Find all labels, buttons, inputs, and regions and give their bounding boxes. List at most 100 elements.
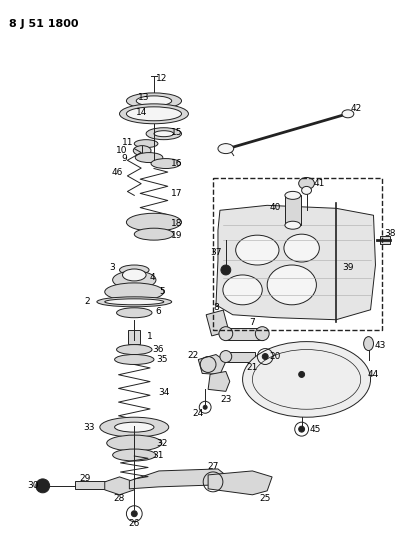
Text: 7: 7 bbox=[250, 318, 255, 327]
Polygon shape bbox=[208, 372, 230, 391]
Ellipse shape bbox=[203, 405, 207, 409]
Ellipse shape bbox=[131, 511, 137, 516]
Ellipse shape bbox=[220, 351, 232, 362]
Polygon shape bbox=[208, 471, 272, 495]
Ellipse shape bbox=[221, 265, 231, 275]
Text: 30: 30 bbox=[27, 481, 39, 490]
Ellipse shape bbox=[135, 152, 163, 163]
Ellipse shape bbox=[123, 269, 146, 281]
Text: 31: 31 bbox=[152, 450, 164, 459]
Text: 26: 26 bbox=[129, 519, 140, 528]
Text: 2: 2 bbox=[84, 297, 90, 306]
Ellipse shape bbox=[127, 107, 181, 121]
Ellipse shape bbox=[136, 96, 172, 106]
Ellipse shape bbox=[113, 449, 156, 461]
Text: 13: 13 bbox=[139, 93, 150, 102]
Ellipse shape bbox=[36, 479, 50, 493]
Text: 27: 27 bbox=[207, 463, 219, 472]
Bar bbox=[75, 481, 110, 489]
Text: 42: 42 bbox=[350, 104, 361, 114]
Ellipse shape bbox=[298, 177, 314, 189]
Ellipse shape bbox=[100, 417, 169, 437]
Ellipse shape bbox=[107, 435, 162, 451]
Text: 44: 44 bbox=[368, 370, 379, 379]
Ellipse shape bbox=[285, 191, 300, 199]
Text: 4: 4 bbox=[149, 273, 155, 282]
Text: 33: 33 bbox=[83, 423, 95, 432]
Ellipse shape bbox=[127, 93, 181, 109]
Ellipse shape bbox=[284, 234, 319, 262]
Text: 28: 28 bbox=[114, 494, 125, 503]
Text: 32: 32 bbox=[156, 439, 168, 448]
Text: 6: 6 bbox=[155, 307, 161, 316]
Bar bbox=[206, 310, 229, 336]
Ellipse shape bbox=[115, 422, 154, 432]
Ellipse shape bbox=[119, 104, 188, 124]
Text: 41: 41 bbox=[314, 179, 325, 188]
Ellipse shape bbox=[134, 140, 158, 148]
Text: 18: 18 bbox=[171, 219, 182, 228]
Ellipse shape bbox=[133, 146, 151, 156]
Ellipse shape bbox=[151, 158, 181, 168]
Ellipse shape bbox=[302, 187, 312, 195]
Text: 34: 34 bbox=[158, 388, 170, 397]
Ellipse shape bbox=[223, 275, 262, 305]
Text: 45: 45 bbox=[310, 425, 321, 434]
Text: 1: 1 bbox=[147, 332, 153, 341]
Text: 23: 23 bbox=[220, 395, 232, 404]
Text: 37: 37 bbox=[210, 247, 222, 256]
Text: 5: 5 bbox=[159, 287, 165, 296]
Bar bbox=[213, 179, 382, 330]
Text: 25: 25 bbox=[259, 494, 271, 503]
Ellipse shape bbox=[262, 353, 268, 360]
Ellipse shape bbox=[242, 342, 371, 417]
Ellipse shape bbox=[97, 297, 172, 307]
Ellipse shape bbox=[134, 228, 174, 240]
Text: 43: 43 bbox=[375, 341, 386, 350]
Polygon shape bbox=[105, 477, 134, 495]
Text: 8 J 51 1800: 8 J 51 1800 bbox=[9, 19, 79, 29]
Ellipse shape bbox=[298, 426, 304, 432]
Ellipse shape bbox=[117, 308, 152, 318]
Ellipse shape bbox=[342, 110, 354, 118]
Text: 20: 20 bbox=[269, 352, 281, 361]
Ellipse shape bbox=[115, 354, 154, 365]
Text: 11: 11 bbox=[122, 138, 133, 147]
Text: 15: 15 bbox=[171, 128, 182, 137]
Text: 35: 35 bbox=[156, 355, 168, 364]
Text: 19: 19 bbox=[171, 231, 182, 240]
Ellipse shape bbox=[219, 327, 233, 341]
Ellipse shape bbox=[285, 221, 300, 229]
Ellipse shape bbox=[117, 345, 152, 354]
Bar bbox=[226, 328, 263, 340]
Ellipse shape bbox=[119, 265, 149, 275]
Text: 29: 29 bbox=[79, 474, 91, 483]
Text: 17: 17 bbox=[171, 189, 182, 198]
Text: 21: 21 bbox=[247, 363, 258, 372]
Polygon shape bbox=[198, 354, 226, 375]
Ellipse shape bbox=[154, 131, 174, 136]
Text: 24: 24 bbox=[193, 409, 204, 418]
Text: 14: 14 bbox=[135, 108, 147, 117]
Ellipse shape bbox=[105, 299, 164, 305]
Ellipse shape bbox=[256, 327, 269, 341]
Bar bbox=[129, 330, 140, 344]
Text: 12: 12 bbox=[156, 75, 168, 84]
Bar bbox=[380, 236, 390, 244]
Text: 16: 16 bbox=[171, 159, 182, 168]
Text: 9: 9 bbox=[121, 154, 127, 163]
Ellipse shape bbox=[127, 213, 181, 231]
Ellipse shape bbox=[105, 283, 164, 301]
Bar bbox=[285, 196, 300, 225]
Text: 39: 39 bbox=[342, 263, 354, 272]
Ellipse shape bbox=[113, 271, 156, 289]
Text: 10: 10 bbox=[116, 146, 127, 155]
Ellipse shape bbox=[267, 265, 316, 305]
Ellipse shape bbox=[218, 144, 234, 154]
Ellipse shape bbox=[298, 372, 304, 377]
Polygon shape bbox=[216, 205, 375, 320]
Text: 46: 46 bbox=[112, 168, 123, 177]
Text: 40: 40 bbox=[269, 203, 281, 212]
Ellipse shape bbox=[364, 337, 373, 351]
Text: 8: 8 bbox=[213, 303, 219, 312]
